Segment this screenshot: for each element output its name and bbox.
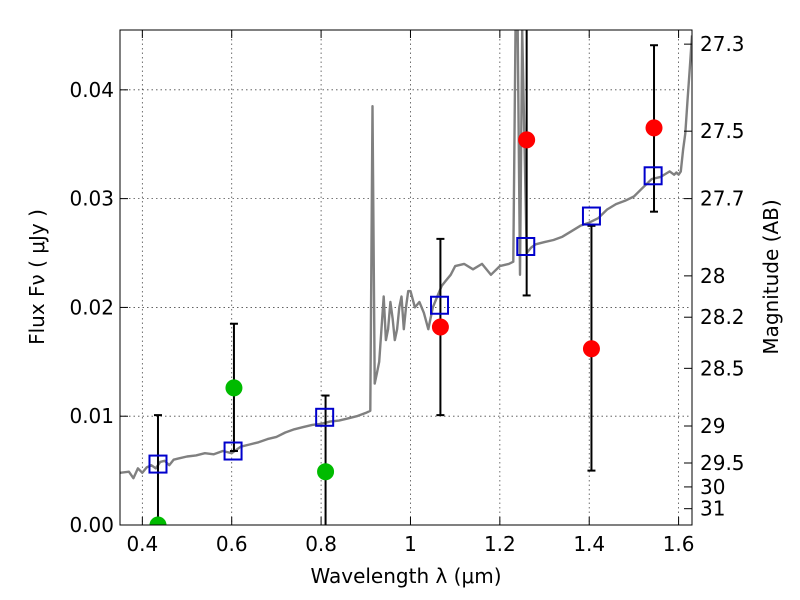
- y-tick-label: 0.03: [69, 187, 114, 211]
- model-flux-square: [148, 454, 168, 474]
- x-tick-label: 0.6: [216, 532, 248, 556]
- y2-tick-label: 27.7: [700, 187, 745, 211]
- model-flux-square: [516, 236, 536, 256]
- y2-tick-label: 28.2: [700, 305, 745, 329]
- y2-tick-label: 28.5: [700, 356, 745, 380]
- y2-tick-label: 27.5: [700, 119, 745, 143]
- x-tick-label: 1.2: [484, 532, 516, 556]
- model-flux-square: [581, 206, 601, 226]
- y-tick-label: 0.00: [69, 513, 114, 537]
- observed-flux-point: [518, 131, 536, 149]
- observed-flux-point: [225, 379, 243, 397]
- y2-tick-label: 31: [700, 497, 725, 521]
- y2-tick-label: 29: [700, 414, 725, 438]
- observed-flux-point: [431, 318, 449, 336]
- x-tick-label: 0.8: [305, 532, 337, 556]
- axes-ticks: 0.4 0.6 0.8 1 1.2 1.4 1.6 0.00 0.01 0.02 0.03 0.04 2…: [69, 30, 745, 556]
- y2-tick-label: 28: [700, 264, 725, 288]
- plot-area: [120, 30, 692, 525]
- model-flux-square: [643, 166, 663, 186]
- y2-axis-label: Magnitude (AB): [759, 199, 783, 354]
- plot-content: [120, 30, 692, 525]
- x-axis-label: Wavelength λ (μm): [310, 564, 501, 588]
- y-tick-label: 0.04: [69, 78, 114, 102]
- observed-flux-point: [149, 516, 167, 525]
- x-tick-label: 1.6: [663, 532, 695, 556]
- x-tick-label: 1.4: [573, 532, 605, 556]
- grid-lines: [120, 30, 692, 526]
- model-flux-square: [223, 441, 243, 461]
- observed-flux-point: [317, 463, 335, 481]
- observed-flux-point: [645, 119, 663, 137]
- y-tick-label: 0.01: [69, 404, 114, 428]
- observed-flux-point: [582, 340, 600, 358]
- y2-tick-label: 29.5: [700, 451, 745, 475]
- model-flux-square: [315, 407, 335, 427]
- model-flux-square: [430, 295, 450, 315]
- y-axis-label: Flux Fν ( μJy ): [25, 209, 49, 345]
- y-tick-label: 0.02: [69, 295, 114, 319]
- x-tick-label: 0.4: [126, 532, 158, 556]
- plot-frame: [119, 29, 693, 526]
- model-spectrum-line: [120, 30, 692, 480]
- y2-tick-label: 30: [700, 475, 725, 499]
- y2-tick-label: 27.3: [700, 32, 745, 56]
- x-tick-label: 1: [404, 532, 417, 556]
